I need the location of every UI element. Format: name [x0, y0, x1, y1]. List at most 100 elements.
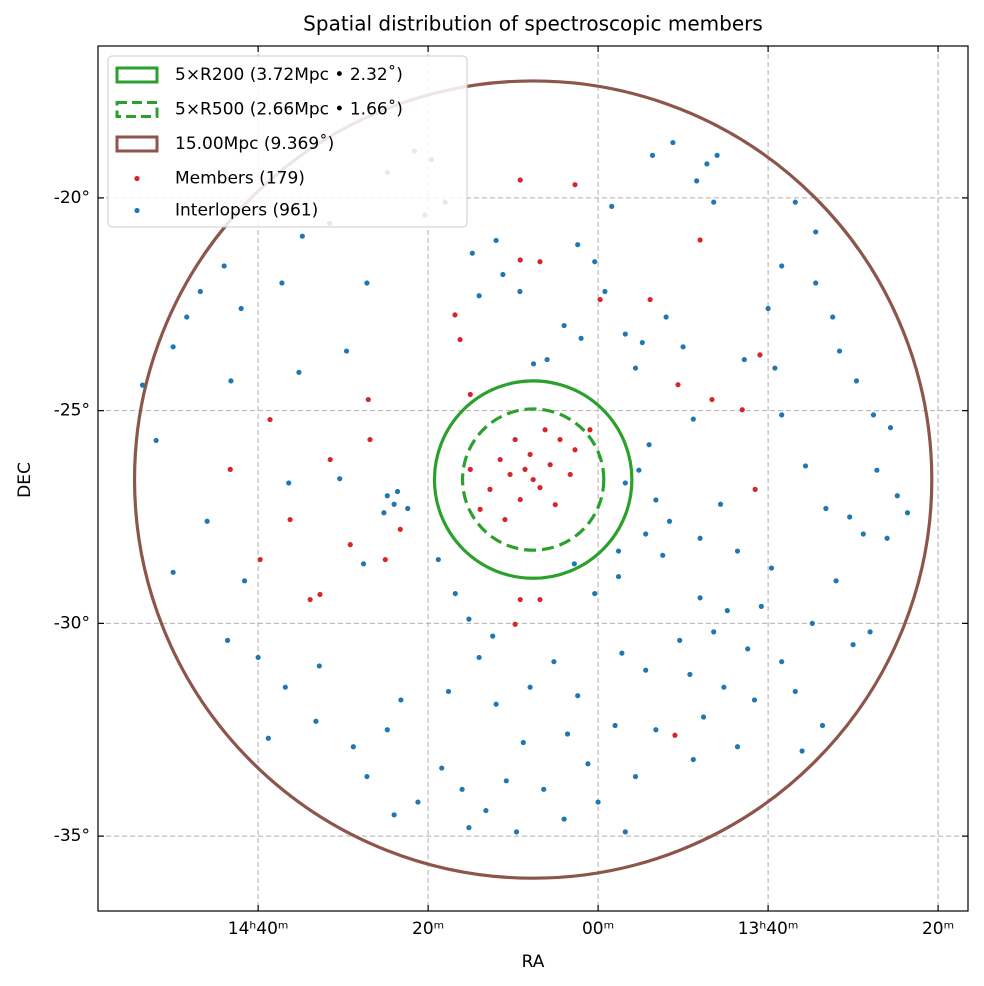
data-point: [457, 336, 463, 343]
x-tick-label: 20ᵐ: [922, 919, 954, 939]
data-point: [452, 590, 458, 597]
data-point: [520, 739, 526, 746]
data-point: [530, 476, 536, 483]
x-axis-label: RA: [522, 952, 545, 972]
data-point: [360, 561, 367, 567]
legend-swatch: [115, 66, 159, 84]
data-point: [316, 663, 322, 669]
data-point: [522, 466, 528, 472]
data-point: [384, 493, 390, 499]
data-point: [365, 396, 371, 403]
data-point: [666, 518, 673, 524]
data-point: [282, 684, 288, 690]
legend-swatch: [115, 101, 159, 118]
data-point: [551, 659, 557, 665]
data-point: [643, 531, 649, 537]
data-point: [139, 382, 146, 388]
data-point: [265, 735, 271, 741]
data-point: [255, 654, 261, 661]
data-point: [615, 548, 622, 554]
data-point: [343, 348, 350, 354]
data-point: [512, 436, 518, 443]
data-point: [527, 684, 533, 690]
data-point: [745, 646, 751, 652]
data-point: [819, 722, 826, 729]
data-point: [867, 629, 873, 635]
data-point: [493, 701, 499, 707]
data-point: [228, 378, 234, 384]
y-tick-label: -30°: [54, 613, 90, 633]
data-point: [542, 427, 548, 433]
data-point: [677, 637, 683, 643]
data-point: [415, 799, 421, 805]
data-point: [153, 437, 159, 444]
data-point: [350, 744, 356, 750]
data-point: [296, 369, 302, 375]
data-point: [894, 493, 900, 499]
data-point: [537, 485, 543, 491]
data-point: [741, 356, 747, 363]
data-point: [721, 684, 727, 690]
data-point: [497, 456, 503, 463]
data-point: [391, 501, 397, 507]
data-point: [697, 535, 703, 541]
data-point: [517, 257, 523, 263]
data-point: [592, 259, 598, 265]
data-point: [537, 596, 543, 603]
data-point: [697, 595, 703, 601]
data-point: [632, 365, 639, 371]
data-point: [792, 688, 798, 695]
data-point: [490, 633, 496, 639]
data-point: [670, 139, 676, 146]
data-point: [609, 203, 615, 210]
data-point: [823, 505, 829, 512]
data-point: [649, 152, 656, 158]
data-point: [561, 816, 567, 822]
data-point: [904, 510, 911, 516]
data-point: [792, 199, 798, 205]
data-point: [709, 396, 715, 403]
radius-circle: [460, 407, 606, 552]
data-point: [517, 596, 523, 603]
data-point: [711, 629, 717, 635]
data-point: [286, 480, 292, 486]
data-point: [299, 233, 305, 239]
data-point: [561, 322, 567, 329]
data-point: [653, 497, 659, 503]
data-point: [184, 314, 190, 320]
data-point: [503, 778, 509, 784]
legend: 5×R200 (3.72Mpc • 2.32˚) 5×R500 (2.66Mpc …: [107, 55, 468, 228]
data-point: [347, 542, 353, 548]
data-point: [313, 718, 319, 724]
data-point: [847, 514, 853, 520]
data-point: [717, 501, 724, 507]
y-axis-label: DEC: [15, 462, 35, 498]
data-point: [887, 425, 894, 431]
data-point: [483, 807, 489, 814]
data-point: [477, 506, 483, 512]
data-point: [507, 471, 513, 478]
data-point: [853, 378, 860, 384]
radius-circle: [432, 379, 634, 580]
data-point: [602, 288, 608, 295]
data-point: [364, 280, 370, 286]
data-point: [512, 621, 518, 627]
x-tick-label: 00ᵐ: [582, 919, 614, 939]
data-point: [714, 152, 720, 158]
data-point: [694, 178, 700, 184]
data-point: [467, 466, 473, 472]
data-point: [221, 263, 227, 269]
chart-title: Spatial distribution of spectroscopic me…: [303, 12, 763, 36]
legend-marker: [134, 207, 140, 214]
data-point: [552, 502, 558, 508]
data-point: [567, 471, 573, 478]
data-point: [592, 590, 598, 597]
data-point: [595, 799, 601, 805]
data-point: [578, 335, 584, 341]
data-point: [564, 731, 571, 737]
data-point: [884, 535, 890, 541]
data-point: [337, 476, 343, 482]
data-point: [170, 344, 176, 350]
data-point: [752, 486, 758, 492]
